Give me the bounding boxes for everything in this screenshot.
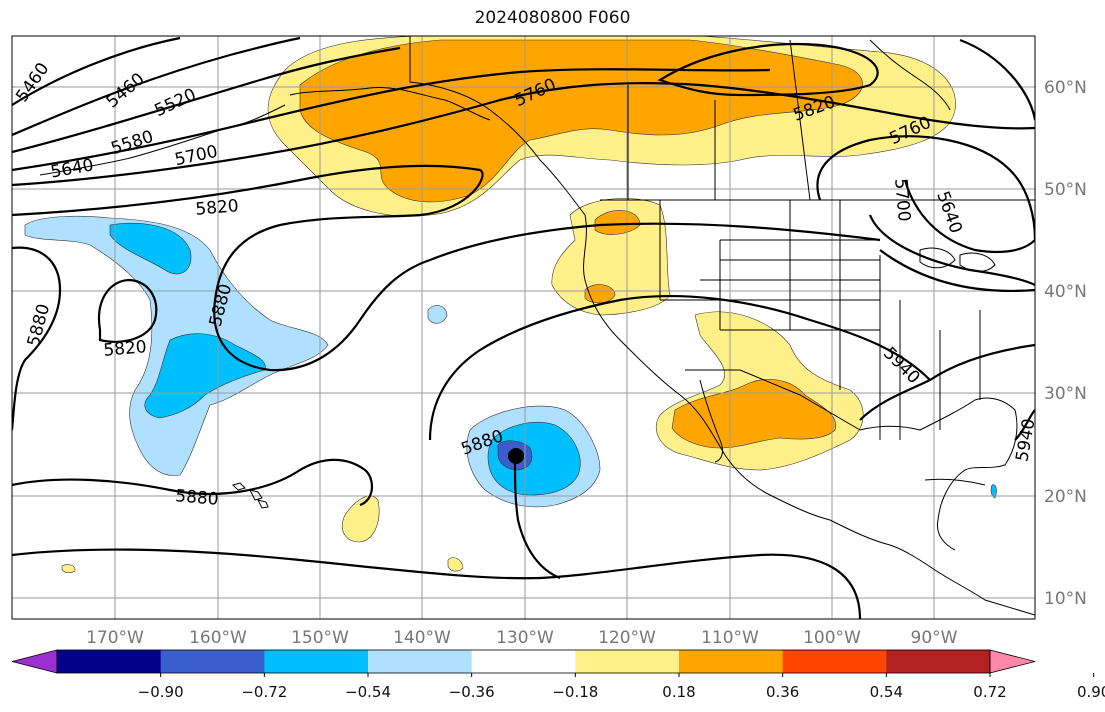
- contour-line: [12, 46, 401, 154]
- contour-label: 5820: [195, 196, 240, 220]
- contour-line: [1014, 409, 1035, 441]
- us-mexico-border: [685, 369, 861, 431]
- contour-line: [12, 164, 881, 372]
- longitude-label: 120°W: [598, 628, 656, 648]
- contour-label: 5820: [103, 337, 148, 361]
- negative-anomaly-region: [990, 484, 997, 499]
- colorbar-segment: [368, 650, 473, 673]
- canada-province-borders: [627, 39, 811, 201]
- positive-anomaly-region: [61, 564, 76, 574]
- colorbar-extend-min: [11, 649, 58, 674]
- colorbar-tick-label: 0.54: [870, 683, 903, 701]
- positive-anomaly-core: [299, 39, 863, 203]
- latitude-label: 10°N: [1044, 589, 1087, 609]
- colorbar-tick-label: 0.36: [766, 683, 799, 701]
- contour-line: [657, 42, 879, 97]
- longitude-labels: 170°W 160°W 150°W 140°W 130°W 120°W 110°W 100°W…: [86, 628, 958, 648]
- contour-label: 5880: [174, 486, 219, 510]
- contour-line: [12, 68, 771, 172]
- contour-line: [12, 246, 62, 431]
- contour-label: 5700: [890, 178, 914, 223]
- contour-line: [428, 294, 931, 441]
- colorbar-tick-label: −0.54: [345, 683, 391, 701]
- longitude-label: 130°W: [496, 628, 554, 648]
- colorbar-tick-label: −0.18: [552, 683, 598, 701]
- north-america-coastline: [409, 36, 1035, 616]
- contour-line: [12, 548, 862, 619]
- graticule: [12, 36, 1035, 619]
- longitude-label: 90°W: [911, 628, 958, 648]
- colorbar-tick-label: 0.72: [973, 683, 1006, 701]
- longitude-label: 160°W: [189, 628, 247, 648]
- longitude-label: 100°W: [803, 628, 861, 648]
- positive-anomaly-region: [447, 557, 464, 572]
- colorbar-tick-label: 0.18: [662, 683, 695, 701]
- contour-line: [97, 278, 158, 343]
- colorbar-segment: [679, 650, 784, 673]
- colorbar-segment: [782, 650, 887, 673]
- hudson-bay-shore: [869, 39, 951, 111]
- colorbar-tick-label: −0.36: [449, 683, 495, 701]
- colorbar-extend-max: [989, 649, 1036, 674]
- colorbar-segment: [264, 650, 369, 673]
- latitude-label: 30°N: [1044, 384, 1087, 404]
- colorbar-segment: [575, 650, 680, 673]
- latitude-label: 20°N: [1044, 487, 1087, 507]
- us-state-borders: [659, 200, 981, 440]
- colorbar-tick-label: 0.90: [1077, 683, 1105, 701]
- colorbar-segment: [471, 650, 576, 673]
- colorbar-tick-label: −0.72: [241, 683, 287, 701]
- contour-line: [879, 249, 1035, 293]
- baja-california: [699, 379, 723, 463]
- latitude-labels: 60°N 50°N 40°N 30°N 20°N 10°N: [1044, 78, 1087, 609]
- contour-line: [12, 36, 181, 106]
- contour-line: [12, 82, 1035, 187]
- longitude-label: 110°W: [701, 628, 759, 648]
- colorbar: −0.90 −0.72 −0.54 −0.36 −0.18 0.18 0.36 0.54 0.7…: [11, 649, 1105, 701]
- longitude-label: 150°W: [291, 628, 349, 648]
- negative-anomaly-core: [109, 222, 266, 419]
- contour-line: [859, 343, 1035, 421]
- aleutian-islands: [39, 104, 286, 176]
- cyclone-center-marker: [508, 448, 524, 464]
- longitude-label: 140°W: [393, 628, 451, 648]
- hawaii-islands: [232, 482, 269, 509]
- positive-anomaly-core: [671, 379, 837, 449]
- colorbar-segment: [160, 650, 265, 673]
- contour-line: [513, 459, 561, 580]
- coastlines: [39, 36, 1035, 616]
- colorbar-tick-label: −0.90: [138, 683, 184, 701]
- geopotential-contours: [12, 36, 1035, 619]
- contour-line: [903, 179, 1035, 254]
- latitude-label: 50°N: [1044, 180, 1087, 200]
- longitude-label: 170°W: [86, 628, 144, 648]
- contour-line: [868, 214, 1035, 286]
- contour-line: [959, 38, 1035, 121]
- positive-anomaly-core: [584, 210, 641, 304]
- latitude-label: 40°N: [1044, 282, 1087, 302]
- map-frame: [11, 35, 1036, 620]
- negative-anomaly-region: [427, 305, 448, 324]
- cuba: [924, 478, 986, 486]
- map-title: 2024080800 F060: [474, 8, 631, 28]
- contour-line: [12, 36, 301, 137]
- positive-anomaly-region: [341, 495, 380, 543]
- contour-line: [816, 135, 1035, 241]
- colorbar-segment: [57, 650, 162, 673]
- contour-line: [12, 458, 373, 507]
- latitude-label: 60°N: [1044, 78, 1087, 98]
- colorbar-segment: [886, 650, 991, 673]
